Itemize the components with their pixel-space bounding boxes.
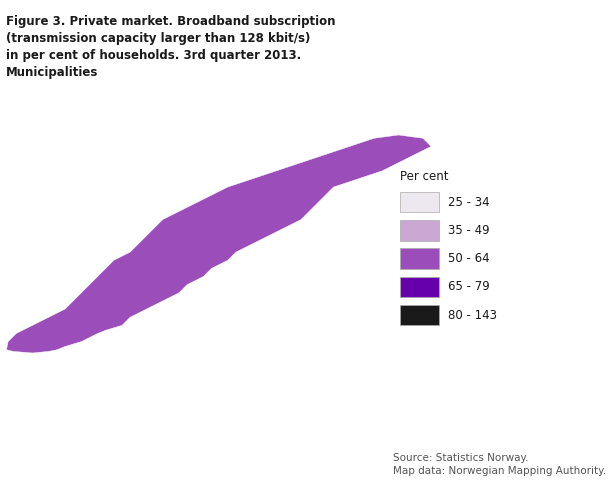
- Polygon shape: [7, 135, 431, 353]
- Text: Figure 3. Private market. Broadband subscription
(transmission capacity larger t: Figure 3. Private market. Broadband subs…: [6, 15, 336, 79]
- Text: 35 - 49: 35 - 49: [448, 224, 490, 237]
- Text: 80 - 143: 80 - 143: [448, 309, 497, 322]
- Text: Source: Statistics Norway.
Map data: Norwegian Mapping Authority.: Source: Statistics Norway. Map data: Nor…: [393, 452, 606, 476]
- Text: Per cent: Per cent: [400, 170, 448, 183]
- Text: 65 - 79: 65 - 79: [448, 281, 490, 293]
- Text: 50 - 64: 50 - 64: [448, 252, 490, 265]
- Text: 25 - 34: 25 - 34: [448, 196, 490, 208]
